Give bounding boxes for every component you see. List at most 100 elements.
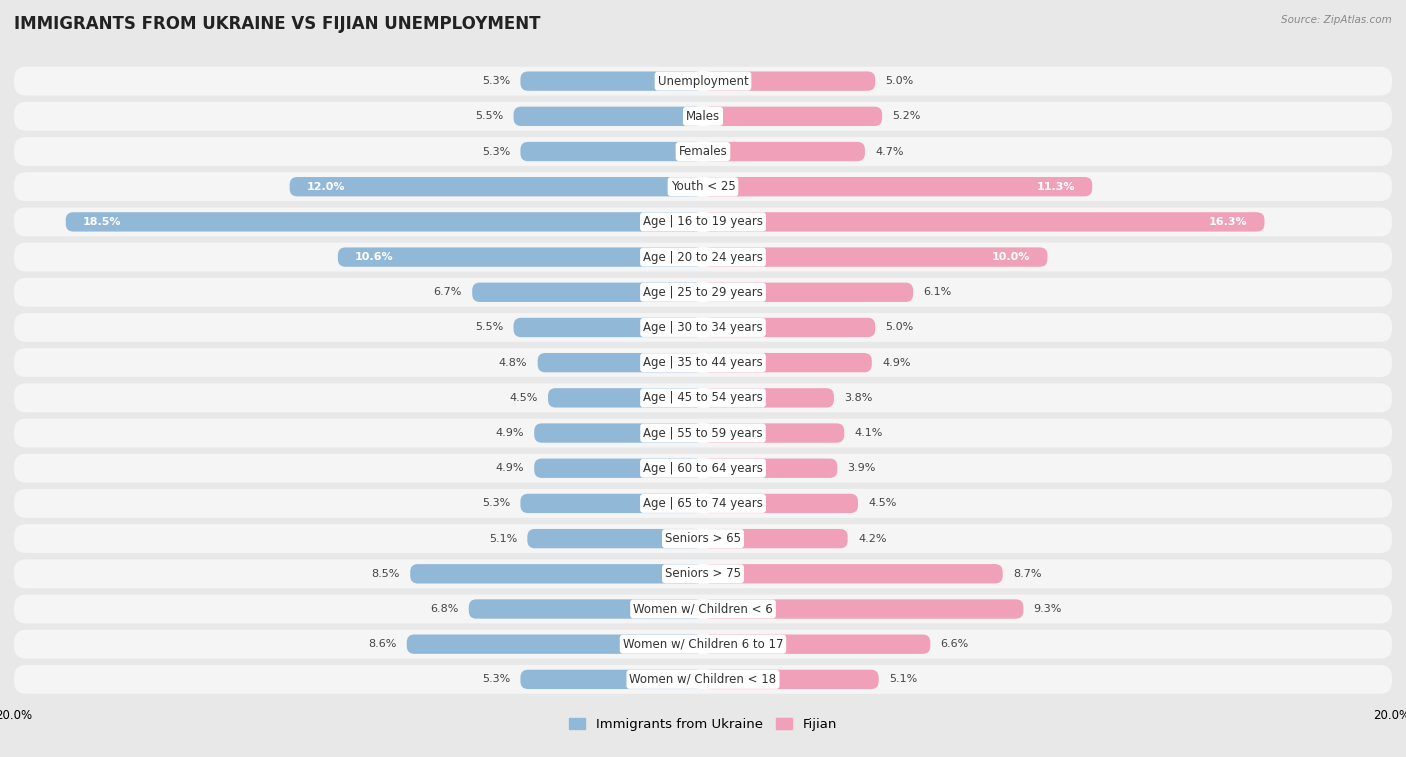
- Text: 8.7%: 8.7%: [1012, 569, 1042, 579]
- FancyBboxPatch shape: [14, 594, 1392, 624]
- FancyBboxPatch shape: [703, 248, 1047, 266]
- Text: 6.7%: 6.7%: [433, 288, 461, 298]
- FancyBboxPatch shape: [337, 248, 703, 266]
- FancyBboxPatch shape: [290, 177, 703, 196]
- Text: 4.8%: 4.8%: [499, 357, 527, 368]
- Text: Women w/ Children 6 to 17: Women w/ Children 6 to 17: [623, 637, 783, 651]
- FancyBboxPatch shape: [14, 207, 1392, 236]
- FancyBboxPatch shape: [14, 665, 1392, 694]
- FancyBboxPatch shape: [703, 318, 875, 337]
- FancyBboxPatch shape: [14, 489, 1392, 518]
- Text: 4.2%: 4.2%: [858, 534, 887, 544]
- Text: Seniors > 65: Seniors > 65: [665, 532, 741, 545]
- FancyBboxPatch shape: [520, 670, 703, 689]
- Text: 4.5%: 4.5%: [509, 393, 537, 403]
- FancyBboxPatch shape: [534, 459, 703, 478]
- Text: 5.3%: 5.3%: [482, 498, 510, 509]
- FancyBboxPatch shape: [703, 529, 848, 548]
- FancyBboxPatch shape: [406, 634, 703, 654]
- Text: 3.9%: 3.9%: [848, 463, 876, 473]
- Text: 8.6%: 8.6%: [368, 639, 396, 650]
- FancyBboxPatch shape: [411, 564, 703, 584]
- FancyBboxPatch shape: [14, 348, 1392, 377]
- FancyBboxPatch shape: [14, 524, 1392, 553]
- Text: Age | 55 to 59 years: Age | 55 to 59 years: [643, 426, 763, 440]
- Text: Seniors > 75: Seniors > 75: [665, 567, 741, 581]
- Text: 16.3%: 16.3%: [1209, 217, 1247, 227]
- Text: Women w/ Children < 18: Women w/ Children < 18: [630, 673, 776, 686]
- Text: 6.8%: 6.8%: [430, 604, 458, 614]
- Text: Age | 65 to 74 years: Age | 65 to 74 years: [643, 497, 763, 510]
- FancyBboxPatch shape: [14, 453, 1392, 483]
- Text: 5.5%: 5.5%: [475, 111, 503, 121]
- FancyBboxPatch shape: [14, 278, 1392, 307]
- FancyBboxPatch shape: [66, 212, 703, 232]
- FancyBboxPatch shape: [14, 173, 1392, 201]
- Text: 5.5%: 5.5%: [475, 322, 503, 332]
- Text: 10.0%: 10.0%: [991, 252, 1031, 262]
- Text: Age | 16 to 19 years: Age | 16 to 19 years: [643, 216, 763, 229]
- Text: 12.0%: 12.0%: [307, 182, 346, 192]
- FancyBboxPatch shape: [534, 423, 703, 443]
- FancyBboxPatch shape: [703, 423, 844, 443]
- FancyBboxPatch shape: [14, 559, 1392, 588]
- FancyBboxPatch shape: [527, 529, 703, 548]
- Text: Females: Females: [679, 145, 727, 158]
- FancyBboxPatch shape: [703, 670, 879, 689]
- FancyBboxPatch shape: [703, 564, 1002, 584]
- Text: 5.3%: 5.3%: [482, 76, 510, 86]
- FancyBboxPatch shape: [703, 634, 931, 654]
- Text: 5.3%: 5.3%: [482, 674, 510, 684]
- Text: Age | 45 to 54 years: Age | 45 to 54 years: [643, 391, 763, 404]
- FancyBboxPatch shape: [703, 459, 838, 478]
- Text: 11.3%: 11.3%: [1036, 182, 1076, 192]
- Text: 18.5%: 18.5%: [83, 217, 121, 227]
- FancyBboxPatch shape: [548, 388, 703, 407]
- Text: Age | 60 to 64 years: Age | 60 to 64 years: [643, 462, 763, 475]
- Text: 3.8%: 3.8%: [844, 393, 873, 403]
- Legend: Immigrants from Ukraine, Fijian: Immigrants from Ukraine, Fijian: [564, 713, 842, 737]
- Text: 4.9%: 4.9%: [495, 463, 524, 473]
- Text: 4.5%: 4.5%: [869, 498, 897, 509]
- Text: 4.1%: 4.1%: [855, 428, 883, 438]
- Text: 4.7%: 4.7%: [875, 147, 904, 157]
- Text: Unemployment: Unemployment: [658, 75, 748, 88]
- Text: 5.0%: 5.0%: [886, 76, 914, 86]
- Text: Age | 30 to 34 years: Age | 30 to 34 years: [643, 321, 763, 334]
- Text: Source: ZipAtlas.com: Source: ZipAtlas.com: [1281, 15, 1392, 25]
- FancyBboxPatch shape: [703, 353, 872, 372]
- FancyBboxPatch shape: [520, 494, 703, 513]
- Text: Age | 20 to 24 years: Age | 20 to 24 years: [643, 251, 763, 263]
- FancyBboxPatch shape: [14, 313, 1392, 342]
- FancyBboxPatch shape: [472, 282, 703, 302]
- FancyBboxPatch shape: [14, 137, 1392, 166]
- FancyBboxPatch shape: [513, 318, 703, 337]
- Text: 5.1%: 5.1%: [889, 674, 917, 684]
- FancyBboxPatch shape: [520, 142, 703, 161]
- Text: 5.1%: 5.1%: [489, 534, 517, 544]
- FancyBboxPatch shape: [703, 142, 865, 161]
- FancyBboxPatch shape: [14, 419, 1392, 447]
- FancyBboxPatch shape: [703, 212, 1264, 232]
- FancyBboxPatch shape: [14, 384, 1392, 413]
- Text: 6.1%: 6.1%: [924, 288, 952, 298]
- FancyBboxPatch shape: [468, 600, 703, 618]
- FancyBboxPatch shape: [703, 107, 882, 126]
- Text: IMMIGRANTS FROM UKRAINE VS FIJIAN UNEMPLOYMENT: IMMIGRANTS FROM UKRAINE VS FIJIAN UNEMPL…: [14, 15, 540, 33]
- FancyBboxPatch shape: [14, 67, 1392, 95]
- FancyBboxPatch shape: [14, 243, 1392, 272]
- Text: 4.9%: 4.9%: [495, 428, 524, 438]
- FancyBboxPatch shape: [703, 388, 834, 407]
- FancyBboxPatch shape: [703, 177, 1092, 196]
- FancyBboxPatch shape: [703, 600, 1024, 618]
- FancyBboxPatch shape: [513, 107, 703, 126]
- Text: 10.6%: 10.6%: [356, 252, 394, 262]
- Text: Age | 25 to 29 years: Age | 25 to 29 years: [643, 286, 763, 299]
- Text: 4.9%: 4.9%: [882, 357, 911, 368]
- Text: Youth < 25: Youth < 25: [671, 180, 735, 193]
- Text: Women w/ Children < 6: Women w/ Children < 6: [633, 603, 773, 615]
- FancyBboxPatch shape: [703, 71, 875, 91]
- Text: 5.2%: 5.2%: [893, 111, 921, 121]
- Text: Age | 35 to 44 years: Age | 35 to 44 years: [643, 356, 763, 369]
- FancyBboxPatch shape: [703, 494, 858, 513]
